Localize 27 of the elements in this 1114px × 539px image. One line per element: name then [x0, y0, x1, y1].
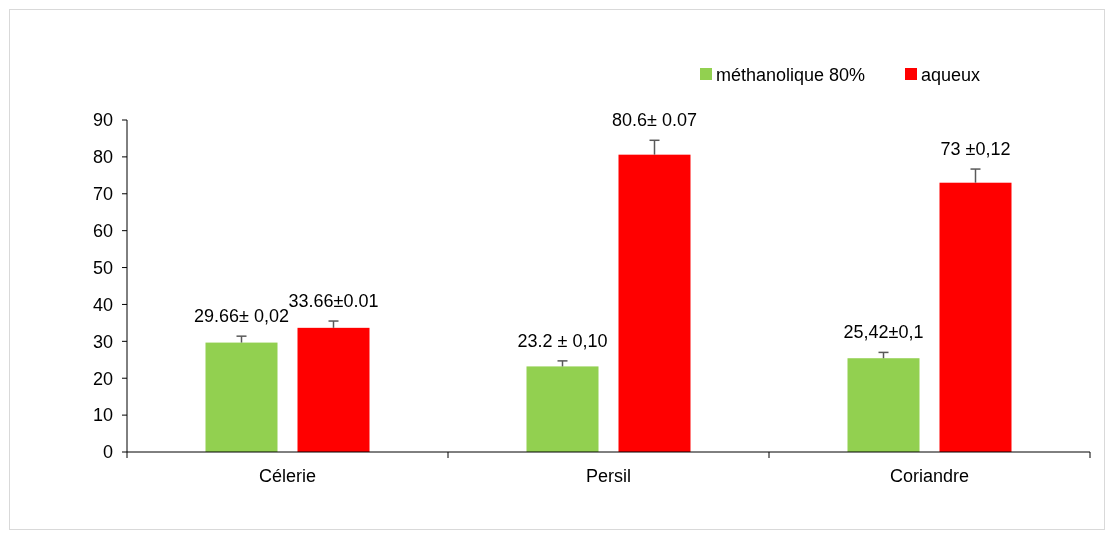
y-tick-label: 70 [92, 184, 113, 205]
legend-label: méthanolique 80% [716, 65, 866, 86]
x-tick-label: Coriandre [889, 466, 970, 486]
bar [526, 366, 599, 452]
y-tick-label: 50 [92, 257, 113, 278]
y-tick-label: 60 [92, 220, 113, 241]
data-label: 23.2 ± 0,10 [517, 330, 608, 351]
y-tick-label: 90 [92, 110, 113, 131]
y-tick-label: 0 [102, 442, 113, 463]
x-tick-label: Persil [585, 466, 632, 486]
data-label: 25,42±0,1 [843, 322, 924, 343]
y-tick-label: 80 [92, 147, 113, 168]
x-tick-label: Célerie [258, 466, 317, 486]
bar [847, 358, 920, 452]
y-tick-label: 30 [92, 331, 113, 352]
bar [618, 154, 691, 452]
y-tick-label: 10 [92, 405, 113, 426]
legend-label: aqueux [921, 65, 981, 86]
data-label: 73 ±0,12 [940, 139, 1011, 160]
data-label: 29.66± 0,02 [194, 306, 289, 327]
bar [205, 342, 278, 452]
y-tick-label: 40 [92, 294, 113, 315]
y-tick-label: 20 [92, 368, 113, 389]
data-label: 33.66±0.01 [288, 291, 379, 312]
bar [297, 327, 370, 452]
data-label: 80.6± 0.07 [612, 110, 697, 131]
bar [939, 182, 1012, 452]
